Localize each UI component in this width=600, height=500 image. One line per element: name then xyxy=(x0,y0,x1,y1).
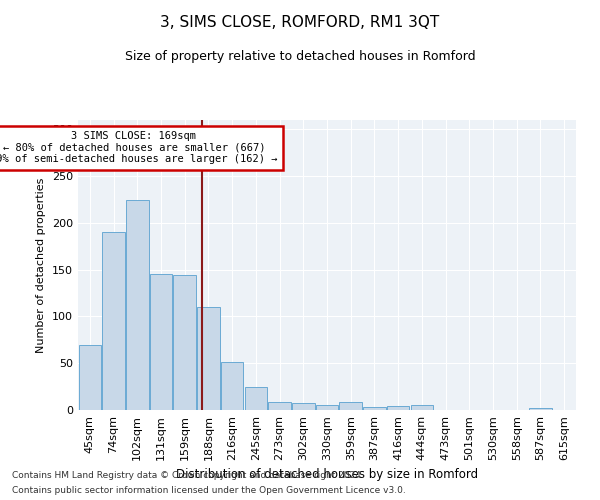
Bar xyxy=(410,406,433,410)
Bar xyxy=(126,200,149,410)
Text: Contains HM Land Registry data © Crown copyright and database right 2024.: Contains HM Land Registry data © Crown c… xyxy=(12,471,364,480)
X-axis label: Distribution of detached houses by size in Romford: Distribution of detached houses by size … xyxy=(176,468,478,481)
Bar xyxy=(173,276,196,410)
Bar xyxy=(245,386,267,410)
Text: Size of property relative to detached houses in Romford: Size of property relative to detached ho… xyxy=(125,50,475,63)
Bar xyxy=(79,344,101,410)
Bar xyxy=(340,402,362,410)
Bar xyxy=(292,402,314,410)
Bar xyxy=(197,307,220,410)
Bar xyxy=(221,362,244,410)
Text: Contains public sector information licensed under the Open Government Licence v3: Contains public sector information licen… xyxy=(12,486,406,495)
Text: 3, SIMS CLOSE, ROMFORD, RM1 3QT: 3, SIMS CLOSE, ROMFORD, RM1 3QT xyxy=(160,15,440,30)
Text: 3 SIMS CLOSE: 169sqm
← 80% of detached houses are smaller (667)
19% of semi-deta: 3 SIMS CLOSE: 169sqm ← 80% of detached h… xyxy=(0,131,278,164)
Bar xyxy=(268,402,291,410)
Bar xyxy=(529,408,551,410)
Bar xyxy=(103,232,125,410)
Y-axis label: Number of detached properties: Number of detached properties xyxy=(37,178,46,352)
Bar xyxy=(363,407,386,410)
Bar xyxy=(316,406,338,410)
Bar xyxy=(387,406,409,410)
Bar xyxy=(150,274,172,410)
